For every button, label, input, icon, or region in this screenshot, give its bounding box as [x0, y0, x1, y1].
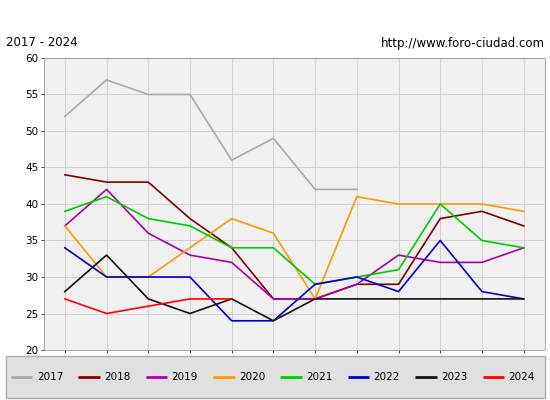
Text: 2022: 2022	[373, 372, 400, 382]
Text: Evolucion del paro registrado en Gelsa: Evolucion del paro registrado en Gelsa	[126, 8, 424, 22]
Text: 2019: 2019	[172, 372, 198, 382]
Text: 2017 - 2024: 2017 - 2024	[6, 36, 77, 50]
Text: 2021: 2021	[306, 372, 333, 382]
Text: 2020: 2020	[239, 372, 265, 382]
Text: 2017: 2017	[37, 372, 63, 382]
Text: http://www.foro-ciudad.com: http://www.foro-ciudad.com	[381, 36, 544, 50]
Text: 2023: 2023	[441, 372, 468, 382]
Text: 2024: 2024	[508, 372, 535, 382]
Text: 2018: 2018	[104, 372, 130, 382]
